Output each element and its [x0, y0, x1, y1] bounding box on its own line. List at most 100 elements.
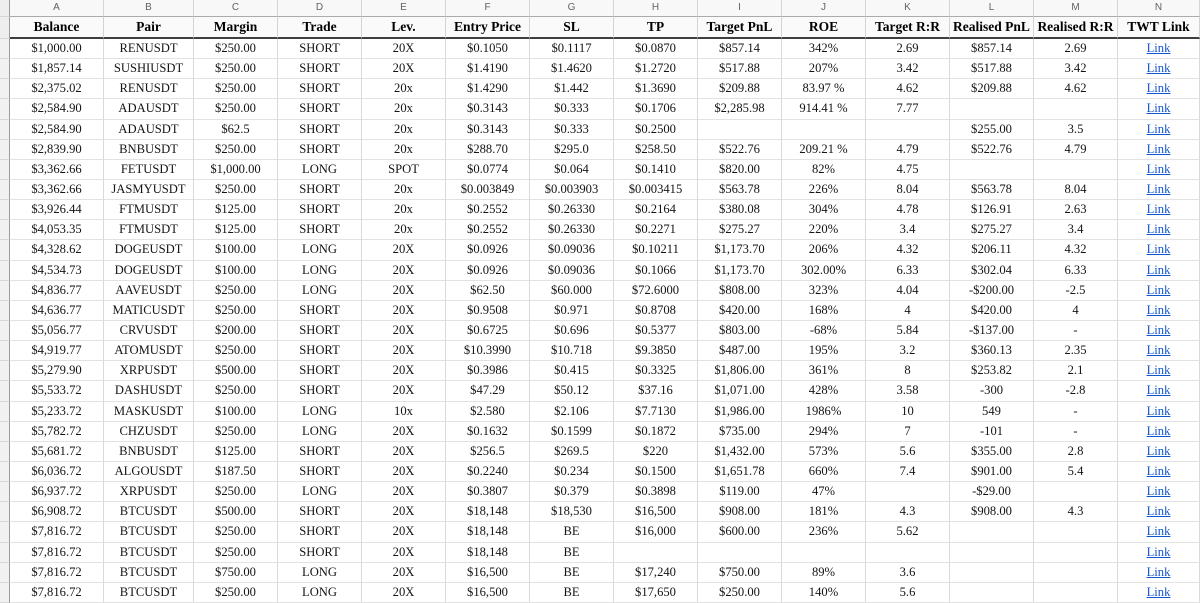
cell-twt-link[interactable]: Link	[1118, 200, 1200, 221]
cell-roe[interactable]: 1986%	[782, 401, 866, 422]
row-header-stub[interactable]	[0, 280, 10, 301]
twt-link[interactable]: Link	[1146, 302, 1171, 317]
cell-entry-price[interactable]: $0.3807	[446, 482, 530, 503]
cell-trade[interactable]: LONG	[278, 482, 362, 503]
twt-link[interactable]: Link	[1146, 504, 1171, 519]
row-header-stub[interactable]	[0, 59, 10, 80]
cell-realised-rr[interactable]: -	[1034, 401, 1118, 422]
cell-tp[interactable]: $0.1066	[614, 260, 698, 281]
cell-margin[interactable]: $250.00	[194, 421, 278, 442]
cell-target-rr[interactable]: 4.75	[866, 159, 950, 180]
cell-balance[interactable]: $1,000.00	[10, 39, 104, 60]
cell-roe[interactable]: 302.00%	[782, 260, 866, 281]
cell-realised-rr[interactable]	[1034, 522, 1118, 543]
cell-entry-price[interactable]: $0.0774	[446, 159, 530, 180]
cell-realised-rr[interactable]: -	[1034, 421, 1118, 442]
cell-realised-pnl[interactable]: $255.00	[950, 119, 1034, 140]
cell-lev[interactable]: 20X	[362, 260, 446, 281]
cell-margin[interactable]: $125.00	[194, 220, 278, 241]
cell-balance[interactable]: $7,816.72	[10, 522, 104, 543]
cell-balance[interactable]: $5,279.90	[10, 361, 104, 382]
cell-pair[interactable]: CHZUSDT	[104, 421, 194, 442]
cell-sl[interactable]: $0.003903	[530, 179, 614, 201]
cell-lev[interactable]: 20X	[362, 441, 446, 462]
cell-sl[interactable]: $0.234	[530, 461, 614, 483]
header-cell-tp[interactable]: TP	[614, 17, 698, 39]
cell-twt-link[interactable]: Link	[1118, 421, 1200, 442]
cell-target-pnl[interactable]: $209.88	[698, 79, 782, 100]
cell-tp[interactable]: $1.2720	[614, 59, 698, 80]
cell-lev[interactable]: 20x	[362, 79, 446, 100]
cell-pair[interactable]: FETUSDT	[104, 159, 194, 180]
cell-sl[interactable]: $60.000	[530, 280, 614, 301]
row-header-stub[interactable]	[0, 260, 10, 281]
twt-link[interactable]: Link	[1146, 443, 1171, 458]
cell-target-pnl[interactable]: $857.14	[698, 39, 782, 60]
cell-entry-price[interactable]: $0.9508	[446, 300, 530, 321]
cell-entry-price[interactable]: $18,148	[446, 542, 530, 563]
cell-margin[interactable]: $125.00	[194, 441, 278, 462]
cell-tp[interactable]: $0.2164	[614, 200, 698, 221]
cell-entry-price[interactable]: $0.1632	[446, 421, 530, 442]
cell-target-rr[interactable]: 7.77	[866, 99, 950, 120]
cell-tp[interactable]: $220	[614, 441, 698, 462]
cell-twt-link[interactable]: Link	[1118, 522, 1200, 543]
cell-tp[interactable]: $0.8708	[614, 300, 698, 321]
column-letter-m[interactable]: M	[1034, 0, 1118, 17]
cell-realised-rr[interactable]	[1034, 542, 1118, 563]
cell-roe[interactable]: 573%	[782, 441, 866, 462]
cell-twt-link[interactable]: Link	[1118, 300, 1200, 321]
cell-roe[interactable]: 195%	[782, 341, 866, 362]
cell-entry-price[interactable]: $0.2240	[446, 461, 530, 483]
cell-balance[interactable]: $7,816.72	[10, 542, 104, 563]
cell-roe[interactable]: 83.97 %	[782, 79, 866, 100]
cell-trade[interactable]: SHORT	[278, 99, 362, 120]
cell-lev[interactable]: SPOT	[362, 159, 446, 180]
cell-sl[interactable]: $18,530	[530, 502, 614, 523]
cell-realised-rr[interactable]: 2.8	[1034, 441, 1118, 462]
cell-margin[interactable]: $100.00	[194, 260, 278, 281]
cell-sl[interactable]: $0.26330	[530, 220, 614, 241]
cell-target-pnl[interactable]	[698, 542, 782, 563]
cell-trade[interactable]: SHORT	[278, 381, 362, 402]
twt-link[interactable]: Link	[1146, 141, 1171, 156]
row-header-stub[interactable]	[0, 401, 10, 422]
cell-margin[interactable]: $100.00	[194, 240, 278, 261]
cell-lev[interactable]: 20x	[362, 220, 446, 241]
cell-target-rr[interactable]: 5.84	[866, 320, 950, 342]
cell-trade[interactable]: SHORT	[278, 179, 362, 201]
cell-margin[interactable]: $187.50	[194, 461, 278, 483]
cell-tp[interactable]: $0.0870	[614, 39, 698, 60]
cell-realised-rr[interactable]	[1034, 99, 1118, 120]
cell-pair[interactable]: JASMYUSDT	[104, 179, 194, 201]
cell-realised-pnl[interactable]: -$137.00	[950, 320, 1034, 342]
cell-realised-rr[interactable]: 2.1	[1034, 361, 1118, 382]
cell-realised-pnl[interactable]: $302.04	[950, 260, 1034, 281]
cell-pair[interactable]: FTMUSDT	[104, 220, 194, 241]
twt-link[interactable]: Link	[1146, 81, 1171, 96]
cell-realised-rr[interactable]	[1034, 582, 1118, 603]
cell-realised-rr[interactable]: -2.8	[1034, 381, 1118, 402]
cell-trade[interactable]: SHORT	[278, 320, 362, 342]
cell-pair[interactable]: ADAUSDT	[104, 99, 194, 120]
cell-trade[interactable]: SHORT	[278, 59, 362, 80]
cell-tp[interactable]: $0.1872	[614, 421, 698, 442]
cell-entry-price[interactable]: $1.4190	[446, 59, 530, 80]
twt-link[interactable]: Link	[1146, 363, 1171, 378]
cell-target-pnl[interactable]: $563.78	[698, 179, 782, 201]
cell-target-pnl[interactable]: $803.00	[698, 320, 782, 342]
cell-twt-link[interactable]: Link	[1118, 542, 1200, 563]
header-cell-pair[interactable]: Pair	[104, 17, 194, 39]
cell-pair[interactable]: DOGEUSDT	[104, 240, 194, 261]
cell-sl[interactable]: $0.333	[530, 99, 614, 120]
header-cell-target-pnl[interactable]: Target PnL	[698, 17, 782, 39]
cell-lev[interactable]: 20X	[362, 502, 446, 523]
cell-roe[interactable]: 660%	[782, 461, 866, 483]
cell-realised-pnl[interactable]: -101	[950, 421, 1034, 442]
cell-realised-rr[interactable]: 6.33	[1034, 260, 1118, 281]
twt-link[interactable]: Link	[1146, 101, 1171, 116]
cell-realised-rr[interactable]	[1034, 562, 1118, 583]
column-letter-c[interactable]: C	[194, 0, 278, 17]
cell-realised-rr[interactable]: 2.63	[1034, 200, 1118, 221]
cell-lev[interactable]: 20X	[362, 320, 446, 342]
